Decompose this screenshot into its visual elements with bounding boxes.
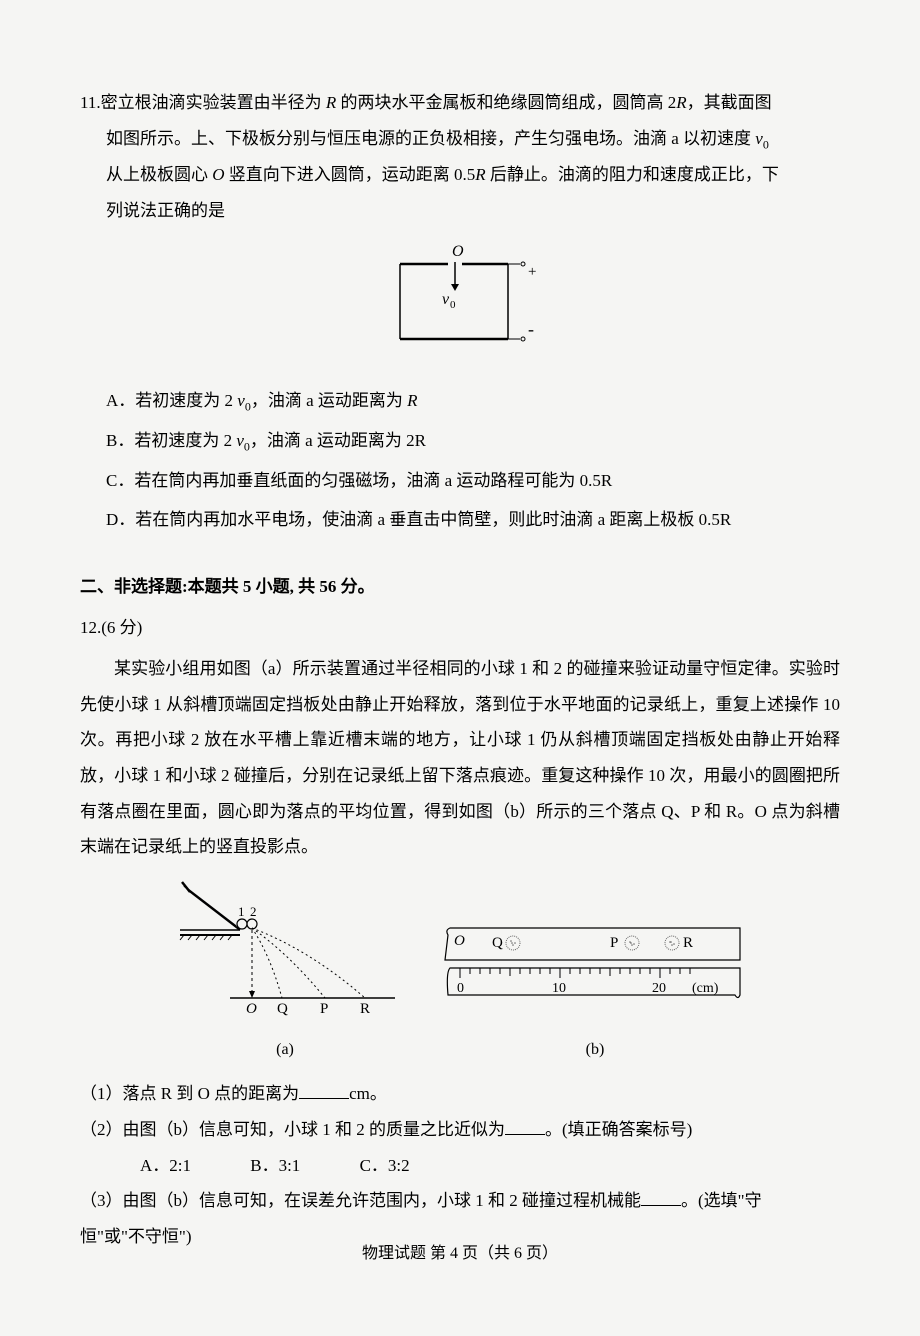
fig-a-svg: 1 2 O Q P R — [170, 880, 400, 1020]
q11-options: A．若初速度为 2 v0，油滴 a 运动距离为 R B．若初速度为 2 v0，油… — [80, 381, 840, 539]
sub3-prefix: （3）由图（b）信息可知，在误差允许范围内，小球 1 和 2 碰撞过程机械能 — [80, 1191, 641, 1210]
ruler-unit: (cm) — [692, 981, 719, 996]
sub3-blank — [641, 1189, 681, 1206]
svg-text:0: 0 — [450, 299, 456, 311]
minus-label: - — [528, 319, 534, 339]
sub2-prefix: （2）由图（b）信息可知，小球 1 和 2 的质量之比近似为 — [80, 1120, 505, 1139]
fig-b-Q: Q — [492, 935, 503, 951]
question-11: 11.密立根油滴实验装置由半径为 R 的两块水平金属板和绝缘圆筒组成，圆筒高 2… — [80, 85, 840, 539]
fig-b-container: O Q P R — [440, 920, 750, 1066]
q11-option-A: A．若初速度为 2 v0，油滴 a 运动距离为 R — [106, 381, 840, 421]
sub2-blank — [505, 1118, 545, 1135]
sub2-option-A: A．2:1 — [140, 1148, 191, 1184]
fig-a-R: R — [360, 1001, 370, 1017]
q11-line1: 11.密立根油滴实验装置由半径为 R 的两块水平金属板和绝缘圆筒组成，圆筒高 2… — [80, 93, 772, 112]
fig-b-svg: O Q P R — [440, 920, 750, 1020]
tick-20: 20 — [652, 981, 666, 996]
q12-figures: 1 2 O Q P R (a) — [80, 880, 840, 1066]
fig-b-P: P — [610, 935, 618, 951]
fig-a-Q: Q — [277, 1001, 288, 1017]
label-O: O — [452, 244, 464, 260]
ball-2-label: 2 — [250, 904, 257, 919]
section-2-header: 二、非选择题:本题共 5 小题, 共 56 分。 — [80, 569, 840, 605]
sub3-suffix: 。(选填"守 — [681, 1191, 762, 1210]
q11-line2: 如图所示。上、下极板分别与恒压电源的正负极相接，产生匀强电场。油滴 a 以初速度… — [80, 121, 840, 158]
fig-a-container: 1 2 O Q P R (a) — [170, 880, 400, 1066]
sub2-suffix: 。(填正确答案标号) — [545, 1120, 692, 1139]
fig-a-P: P — [320, 1001, 328, 1017]
q12-sub3: （3）由图（b）信息可知，在误差允许范围内，小球 1 和 2 碰撞过程机械能 。(… — [80, 1183, 840, 1219]
tick-10: 10 — [552, 981, 566, 996]
q11-option-D: D．若在筒内再加水平电场，使油滴 a 垂直击中筒壁，则此时油滴 a 距离上极板 … — [106, 500, 840, 539]
q11-option-C: C．若在筒内再加垂直纸面的匀强磁场，油滴 a 运动路程可能为 0.5R — [106, 461, 840, 500]
q12-body: 某实验小组用如图（a）所示装置通过半径相同的小球 1 和 2 的碰撞来验证动量守… — [80, 651, 840, 865]
question-12: 12.(6 分) 某实验小组用如图（a）所示装置通过半径相同的小球 1 和 2 … — [80, 610, 840, 1255]
q12-sub2: （2）由图（b）信息可知，小球 1 和 2 的质量之比近似为 。(填正确答案标号) — [80, 1112, 840, 1148]
page-footer: 物理试题 第 4 页（共 6 页） — [0, 1237, 920, 1271]
sub1-prefix: （1）落点 R 到 O 点的距离为 — [80, 1084, 299, 1103]
tick-0: 0 — [457, 981, 464, 996]
q11-svg: O + - v 0 — [380, 244, 540, 354]
label-v0: v — [442, 291, 450, 308]
fig-a-O: O — [246, 1001, 257, 1017]
q11-option-B: B．若初速度为 2 v0，油滴 a 运动距离为 2R — [106, 421, 840, 461]
plus-label: + — [528, 264, 536, 280]
q12-number: 12.(6 分) — [80, 610, 840, 646]
q11-line3: 从上极板圆心 O 竖直向下进入圆筒，运动距离 0.5R 后静止。油滴的阻力和速度… — [80, 157, 840, 193]
fig-b-R: R — [683, 935, 693, 951]
q11-text: 11.密立根油滴实验装置由半径为 R 的两块水平金属板和绝缘圆筒组成，圆筒高 2… — [80, 85, 840, 121]
sub2-option-C: C．3:2 — [360, 1148, 410, 1184]
q11-diagram: O + - v 0 — [80, 244, 840, 367]
fig-a-label: (a) — [170, 1033, 400, 1067]
ball-1-label: 1 — [238, 904, 245, 919]
sub1-blank — [299, 1082, 349, 1099]
fig-b-O: O — [454, 933, 465, 949]
fig-b-label: (b) — [440, 1033, 750, 1067]
q12-sub1: （1）落点 R 到 O 点的距离为 cm。 — [80, 1076, 840, 1112]
q12-sub2-options: A．2:1 B．3:1 C．3:2 — [80, 1148, 840, 1184]
q11-line4: 列说法正确的是 — [80, 193, 840, 229]
sub2-option-B: B．3:1 — [250, 1148, 300, 1184]
sub1-suffix: cm。 — [349, 1084, 387, 1103]
